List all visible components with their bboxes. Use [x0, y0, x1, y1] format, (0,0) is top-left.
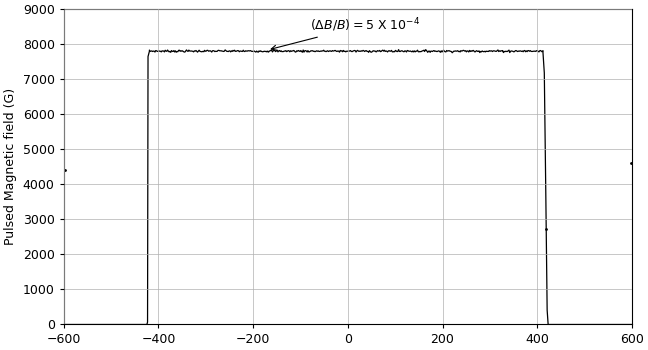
- Text: $(\Delta B/B) = 5\ \mathregular{X}\ 10^{-4}$: $(\Delta B/B) = 5\ \mathregular{X}\ 10^{…: [272, 16, 420, 50]
- Y-axis label: Pulsed Magnetic field (G): Pulsed Magnetic field (G): [4, 88, 17, 245]
